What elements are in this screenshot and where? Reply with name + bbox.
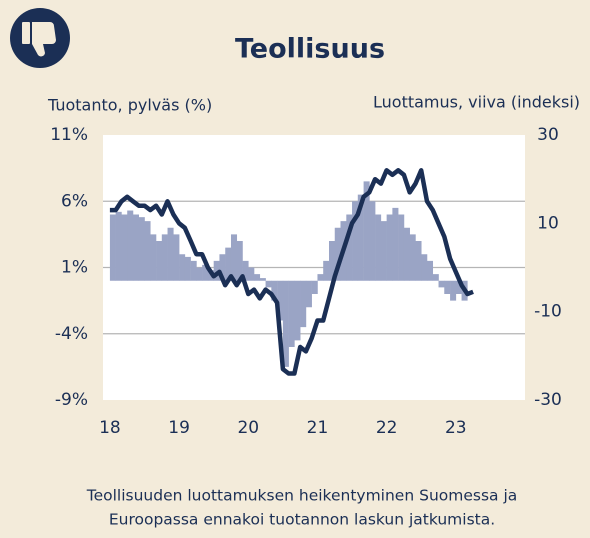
bar [109,214,116,281]
bar [386,214,393,281]
bar [121,214,128,281]
caption-line: Euroopassa ennakoi tuotannon laskun jatk… [109,511,495,529]
y2-tick-label: -10 [534,302,562,322]
bar [300,280,307,328]
bar [190,260,197,281]
bar [144,221,151,281]
bar [132,214,139,281]
bar [230,234,238,281]
bar [334,227,341,281]
bar [248,267,255,281]
bar [415,241,422,281]
bar [254,274,261,281]
bar [259,278,266,281]
bar [213,260,220,281]
y2-tick-label: -30 [534,390,562,410]
y-tick-label: -4% [55,324,88,344]
bar [202,264,209,281]
bar [398,214,405,281]
bar [288,280,295,347]
y-tick-label: 6% [61,191,88,211]
bar [167,227,174,281]
bar [271,280,278,301]
bar [225,247,232,281]
bar [219,254,226,281]
y-tick-label: 1% [61,258,88,278]
bar [323,260,330,281]
x-tick-label: 20 [237,418,259,438]
bar [392,207,399,281]
x-tick-label: 21 [307,418,329,438]
x-tick-label: 23 [445,418,467,438]
bar [380,221,387,281]
bar [282,280,289,367]
bar [173,234,180,281]
bar [329,241,336,281]
y2-tick-label: 10 [537,213,559,233]
bar [432,274,439,281]
y-tick-label: -9% [55,390,88,410]
caption-line: Teollisuuden luottamuksen heikentyminen … [86,487,518,505]
y-tick-label: 11% [50,125,88,145]
bar [294,280,301,341]
bar [115,211,122,281]
bar [150,234,157,281]
bar [346,214,353,281]
bar [179,254,186,281]
bar [363,181,370,281]
bar [357,194,364,281]
line [109,168,474,376]
bar [184,256,191,281]
x-tick-label: 19 [168,418,190,438]
bar [196,267,203,281]
bar [352,201,359,281]
bar [369,201,376,281]
bar [444,280,451,294]
bar [127,210,134,281]
thumbs-down-icon [22,22,56,57]
bar [317,274,324,281]
y2-tick-label: 30 [537,125,559,145]
bar [403,227,410,281]
bar [156,241,163,281]
bar [138,217,145,281]
bar [375,214,382,281]
bar [438,280,445,288]
chart-title: Teollisuus [235,34,385,65]
x-tick-label: 18 [99,418,121,438]
bar [455,280,462,294]
bar [421,254,428,281]
bar [265,280,272,288]
bar [236,241,243,281]
bar [277,280,284,321]
y-axis-label: Tuotanto, pylväs (%) [47,96,212,115]
bar [426,260,434,281]
bar [242,260,249,281]
bar [161,234,168,281]
bar [305,280,312,308]
y2-axis-label: Luottamus, viiva (indeksi) [373,93,580,112]
x-tick-label: 22 [376,418,398,438]
bar [311,280,318,294]
bar [409,234,416,281]
bar [450,280,457,301]
